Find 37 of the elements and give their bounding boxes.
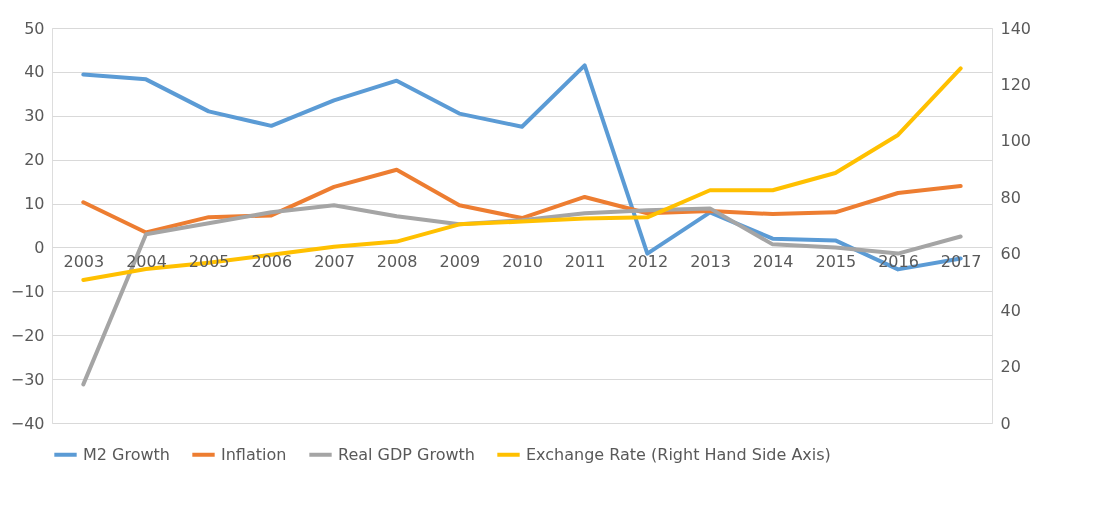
x-tick-label: 2011 [564,251,606,271]
y2-tick-label: 60 [1000,244,1021,264]
y2-tick-label: 140 [1000,18,1032,38]
y2-tick-label: 120 [1000,74,1032,94]
x-tick-label: 2017 [940,251,982,271]
y2-tick-label: 100 [1000,131,1032,151]
x-tick-label: 2015 [815,251,857,271]
y2-tick-label: 0 [1000,413,1011,433]
y2-tick-label: 80 [1000,187,1021,207]
x-tick-label: 2008 [376,251,418,271]
x-tick-label: 2006 [251,251,293,271]
y-tick-label: −20 [10,325,45,345]
y-tick-label: −10 [10,281,45,301]
y-tick-label: −30 [10,369,45,389]
x-tick-label: 2013 [690,251,731,271]
x-tick-label: 2007 [314,251,355,271]
legend-label: Inflation [221,444,287,464]
x-tick-label: 2003 [63,251,105,271]
legend-label: Real GDP Growth [338,444,475,464]
legend-label: M2 Growth [83,444,170,464]
y-tick-label: 20 [24,150,45,170]
x-tick-label: 2009 [439,251,481,271]
y2-tick-label: 20 [1000,357,1021,377]
y-tick-label: 0 [34,237,45,257]
x-tick-label: 2010 [502,251,543,271]
y2-tick-label: 40 [1000,300,1021,320]
y-tick-label: 30 [24,106,45,126]
x-tick-label: 2004 [126,251,167,271]
y-tick-label: 10 [24,194,45,214]
y-tick-label: 50 [24,18,45,38]
legend-label: Exchange Rate (Right Hand Side Axis) [526,444,831,464]
line-series [81,167,963,235]
y-tick-label: −40 [10,413,45,433]
x-tick-label: 2005 [188,251,230,271]
x-tick-label: 2014 [752,251,794,271]
y-tick-label: 40 [24,62,45,82]
x-tick-label: 2012 [627,251,669,271]
